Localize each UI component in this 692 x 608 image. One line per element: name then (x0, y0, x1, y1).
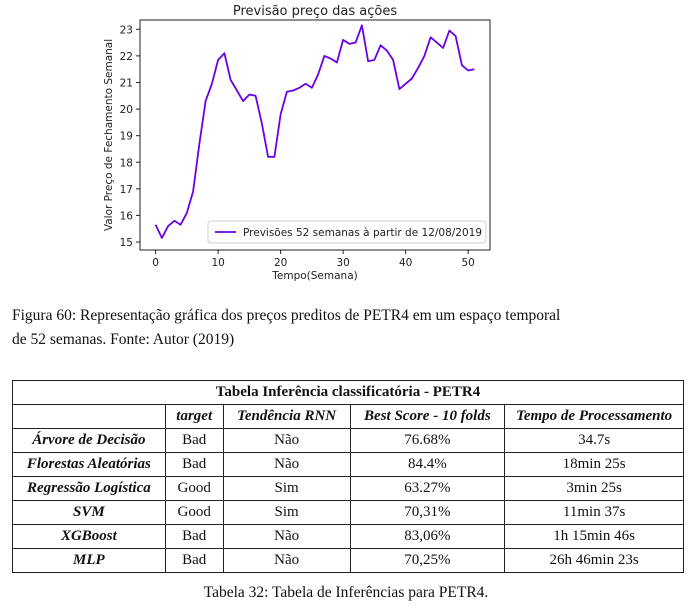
score-cell: 70,31% (349, 500, 506, 525)
table-row: XGBoost Bad Não 83,06% 1h 15min 46s (12, 524, 684, 549)
table-caption: Tabela 32: Tabela de Inferências para PE… (203, 584, 489, 601)
legend-box (207, 220, 487, 244)
time-cell: 1h 15min 46s (504, 524, 684, 549)
chart-title: Previsão preço das ações (233, 4, 398, 19)
header-best-score: Best Score - 10 folds (349, 404, 506, 429)
target-cell: Bad (164, 452, 224, 477)
y-tick-label: 21 (120, 77, 133, 89)
x-tick-label: 20 (274, 257, 287, 269)
trend-cell: Não (222, 548, 351, 573)
header-cell-empty (12, 404, 166, 429)
y-tick-label: 22 (120, 51, 133, 63)
model-name: XGBoost (12, 524, 166, 549)
model-name: Regressão Logística (12, 476, 166, 501)
model-name: SVM (12, 500, 166, 525)
y-tick-label: 20 (120, 104, 133, 116)
legend-label: Previsões 52 semanas à partir de 12/08/2… (243, 227, 482, 239)
time-cell: 3min 25s (504, 476, 684, 501)
figure-caption: Figura 60: Representação gráfica dos pre… (12, 304, 672, 352)
table-row: MLP Bad Não 70,25% 26h 46min 23s (12, 548, 684, 573)
y-tick-label: 16 (120, 210, 134, 222)
price-forecast-chart: Previsão preço das ações 15 16 17 18 19 20 21 2… (103, 4, 491, 282)
x-axis-label: Tempo(Semana) (271, 270, 357, 282)
y-axis-label: Valor Preço de Fechamento Semanal (103, 39, 115, 231)
time-cell: 18min 25s (504, 452, 684, 477)
time-cell: 34.7s (504, 428, 684, 453)
trend-cell: Não (222, 524, 351, 549)
header-tendencia-rnn: Tendência RNN (222, 404, 351, 429)
x-tick-label: 0 (152, 257, 159, 269)
score-cell: 76.68% (349, 428, 506, 453)
table-title: Tabela Inferência classificatória - PETR… (12, 380, 684, 405)
header-target: target (164, 404, 224, 429)
score-cell: 63.27% (349, 476, 506, 501)
time-cell: 26h 46min 23s (504, 548, 684, 573)
x-axis-ticks: 0 10 20 30 40 50 (152, 250, 475, 269)
target-cell: Good (164, 476, 224, 501)
y-tick-label: 17 (120, 184, 133, 196)
score-cell: 70,25% (349, 548, 506, 573)
target-cell: Bad (164, 548, 224, 573)
trend-cell: Não (222, 428, 351, 453)
y-tick-label: 15 (120, 237, 133, 249)
target-cell: Good (164, 500, 224, 525)
trend-cell: Sim (222, 476, 351, 501)
target-cell: Bad (164, 524, 224, 549)
model-name: Florestas Aleatórias (12, 452, 166, 477)
table-row: Florestas Aleatórias Bad Não 84.4% 18min… (12, 452, 684, 477)
figure-caption-line-2: de 52 semanas. Fonte: Autor (2019) (12, 331, 235, 348)
trend-cell: Não (222, 452, 351, 477)
time-cell: 11min 37s (504, 500, 684, 525)
table-header-row: target Tendência RNN Best Score - 10 fol… (12, 404, 684, 429)
model-name: MLP (12, 548, 166, 573)
x-tick-label: 10 (211, 257, 224, 269)
x-tick-label: 40 (399, 257, 412, 269)
plot-area (139, 19, 491, 251)
score-cell: 84.4% (349, 452, 506, 477)
target-cell: Bad (164, 428, 224, 453)
inference-table: Tabela Inferência classificatória - PETR… (12, 380, 684, 573)
x-tick-label: 50 (461, 257, 474, 269)
series-line (154, 24, 475, 239)
table-row: Regressão Logística Good Sim 63.27% 3min… (12, 476, 684, 501)
y-axis-ticks: 15 16 17 18 19 20 21 22 23 (120, 24, 140, 249)
model-name: Árvore de Decisão (12, 428, 166, 453)
table-row: SVM Good Sim 70,31% 11min 37s (12, 500, 684, 525)
y-tick-label: 19 (120, 131, 133, 143)
trend-cell: Sim (222, 500, 351, 525)
figure-caption-line-1: Figura 60: Representação gráfica dos pre… (12, 307, 561, 324)
x-tick-label: 30 (336, 257, 349, 269)
y-tick-label: 18 (120, 157, 133, 169)
legend: Previsões 52 semanas à partir de 12/08/2… (207, 220, 487, 244)
score-cell: 83,06% (349, 524, 506, 549)
y-tick-label: 23 (120, 24, 133, 36)
table-title-row: Tabela Inferência classificatória - PETR… (12, 380, 684, 405)
table-row: Árvore de Decisão Bad Não 76.68% 34.7s (12, 428, 684, 453)
header-tempo-processamento: Tempo de Processamento (504, 404, 684, 429)
